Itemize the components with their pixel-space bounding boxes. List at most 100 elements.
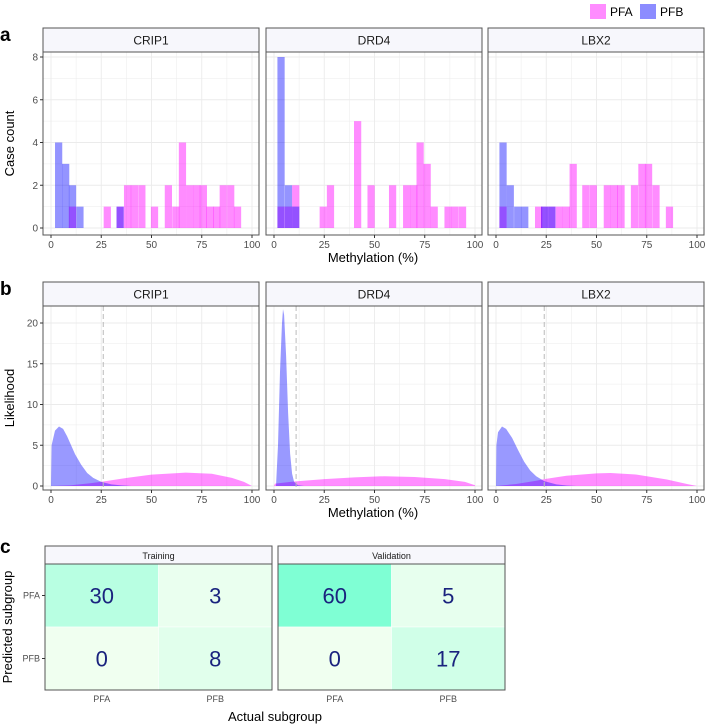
y-tick-label: PFA xyxy=(23,591,40,601)
x-tick-label: 75 xyxy=(641,240,653,251)
heatmap-cell-value: 5 xyxy=(442,584,454,609)
histogram-bar-pfb xyxy=(514,206,522,228)
heatmap-cell xyxy=(277,626,392,691)
histogram-bar-pfb xyxy=(292,206,300,228)
histogram-bar-pfb xyxy=(506,185,514,228)
histogram-bar-pfa xyxy=(150,206,159,228)
facet-drd4: DRD4 0 25 50 75 100 xyxy=(265,281,484,506)
histogram-bar-pfa xyxy=(123,185,132,228)
histogram-bar-pfa xyxy=(178,142,187,228)
legend-swatch-pfa xyxy=(590,4,606,19)
histogram-bar-pfa xyxy=(213,206,221,228)
legend-label-pfb: PFB xyxy=(660,5,683,19)
x-tick-label: 0 xyxy=(271,495,277,506)
histogram-bar-pfa xyxy=(548,206,556,228)
plot-background xyxy=(43,52,259,235)
y-tick-label: 0 xyxy=(32,482,38,493)
plot-background xyxy=(43,306,259,490)
histogram-bar-pfa xyxy=(569,163,577,228)
x-tick-label: 100 xyxy=(467,240,484,251)
y-tick-label: 4 xyxy=(32,138,38,149)
histogram-bar-pfb xyxy=(76,206,84,228)
density-area-pfb xyxy=(276,309,305,486)
facet-crip1: CRIP1 0 25 50 75 100 0 5 10 15 20 xyxy=(27,281,261,506)
histogram-bar-pfa xyxy=(367,185,375,228)
histogram-bar-pfa xyxy=(284,206,293,228)
legend-swatch-pfb xyxy=(640,4,656,19)
y-tick-label: PFB xyxy=(22,654,40,664)
facet-strip xyxy=(44,545,273,565)
histogram-bar-pfb xyxy=(116,206,124,228)
histogram-bar-pfa xyxy=(541,206,549,228)
histogram-bar-pfa xyxy=(610,185,619,228)
density-area-pfb xyxy=(51,426,132,486)
facet-title: CRIP1 xyxy=(133,34,169,48)
x-tick-label: 50 xyxy=(146,495,158,506)
histogram-bar-pfa xyxy=(555,206,563,228)
x-tick-label: 50 xyxy=(369,495,381,506)
x-tick-label: 75 xyxy=(641,495,653,506)
x-tick-label: 50 xyxy=(146,240,158,251)
x-tick-label: 75 xyxy=(419,495,431,506)
histogram-bar-pfa xyxy=(277,206,285,228)
histogram-bar-pfb xyxy=(277,57,285,228)
x-tick-label: 100 xyxy=(244,495,261,506)
x-tick-label: 0 xyxy=(493,240,499,251)
histogram-bar-pfa xyxy=(630,185,639,228)
y-axis-title: Case count xyxy=(2,110,17,176)
facet-strip xyxy=(487,27,705,53)
y-tick-label: 20 xyxy=(27,319,39,330)
facet-drd4: DRD4 0 25 50 75 100 xyxy=(265,27,484,251)
histogram-bar-pfa xyxy=(582,185,590,228)
histogram-bar-pfb xyxy=(55,142,63,228)
histogram-bar-pfa xyxy=(206,206,214,228)
y-axis-title: Predicted subgroup xyxy=(0,571,15,684)
heatmap-cell-value: 3 xyxy=(209,584,221,609)
plot-background xyxy=(488,306,704,490)
histogram-bar-pfa xyxy=(353,121,362,228)
histogram-bar-pfa xyxy=(130,185,139,228)
x-tick-label: 0 xyxy=(493,495,499,506)
histogram-bar-pfa xyxy=(665,206,674,228)
histogram-bar-pfa xyxy=(410,185,418,228)
facet-strip xyxy=(487,281,705,307)
heatmap-cell-value: 17 xyxy=(436,647,460,672)
x-tick-label: PFA xyxy=(93,694,110,704)
plot-background xyxy=(266,306,482,490)
x-tick-label: 75 xyxy=(419,240,431,251)
facet-strip xyxy=(265,27,483,53)
histogram-bar-pfa xyxy=(403,185,411,228)
histogram-bar-pfb xyxy=(68,185,77,228)
y-tick-label: 0 xyxy=(32,224,38,235)
histogram-bar-pfa xyxy=(458,206,467,228)
histogram-bar-pfa xyxy=(416,142,424,228)
panel-label-b: b xyxy=(0,279,12,300)
heatmap-cell xyxy=(277,563,392,628)
x-tick-label: 75 xyxy=(196,240,208,251)
histogram-bar-pfa xyxy=(319,206,327,228)
histogram-bar-pfa xyxy=(68,206,77,228)
heatmap-cell-value: 0 xyxy=(96,647,108,672)
legend-label-pfa: PFA xyxy=(610,5,633,19)
x-tick-label: 25 xyxy=(96,495,108,506)
histogram-bar-pfa xyxy=(193,185,201,228)
x-tick-label: 25 xyxy=(96,240,108,251)
heatmap-cell xyxy=(391,563,506,628)
plot-background xyxy=(266,52,482,235)
y-tick-label: 15 xyxy=(27,359,39,370)
histogram-bar-pfa xyxy=(164,185,173,228)
histogram-bar-pfa xyxy=(617,185,625,228)
density-area-pfa xyxy=(51,472,252,486)
y-tick-label: 10 xyxy=(27,400,39,411)
heatmap-cell xyxy=(391,626,506,691)
x-tick-label: 100 xyxy=(689,240,706,251)
y-tick-label: 8 xyxy=(32,53,38,64)
heatmap-cell xyxy=(158,563,273,628)
facet-lbx2: LBX2 0 25 50 75 100 xyxy=(487,281,706,506)
histogram-bar-pfa xyxy=(423,163,431,228)
x-tick-label: 50 xyxy=(369,240,381,251)
histogram-bar-pfa xyxy=(644,163,653,228)
